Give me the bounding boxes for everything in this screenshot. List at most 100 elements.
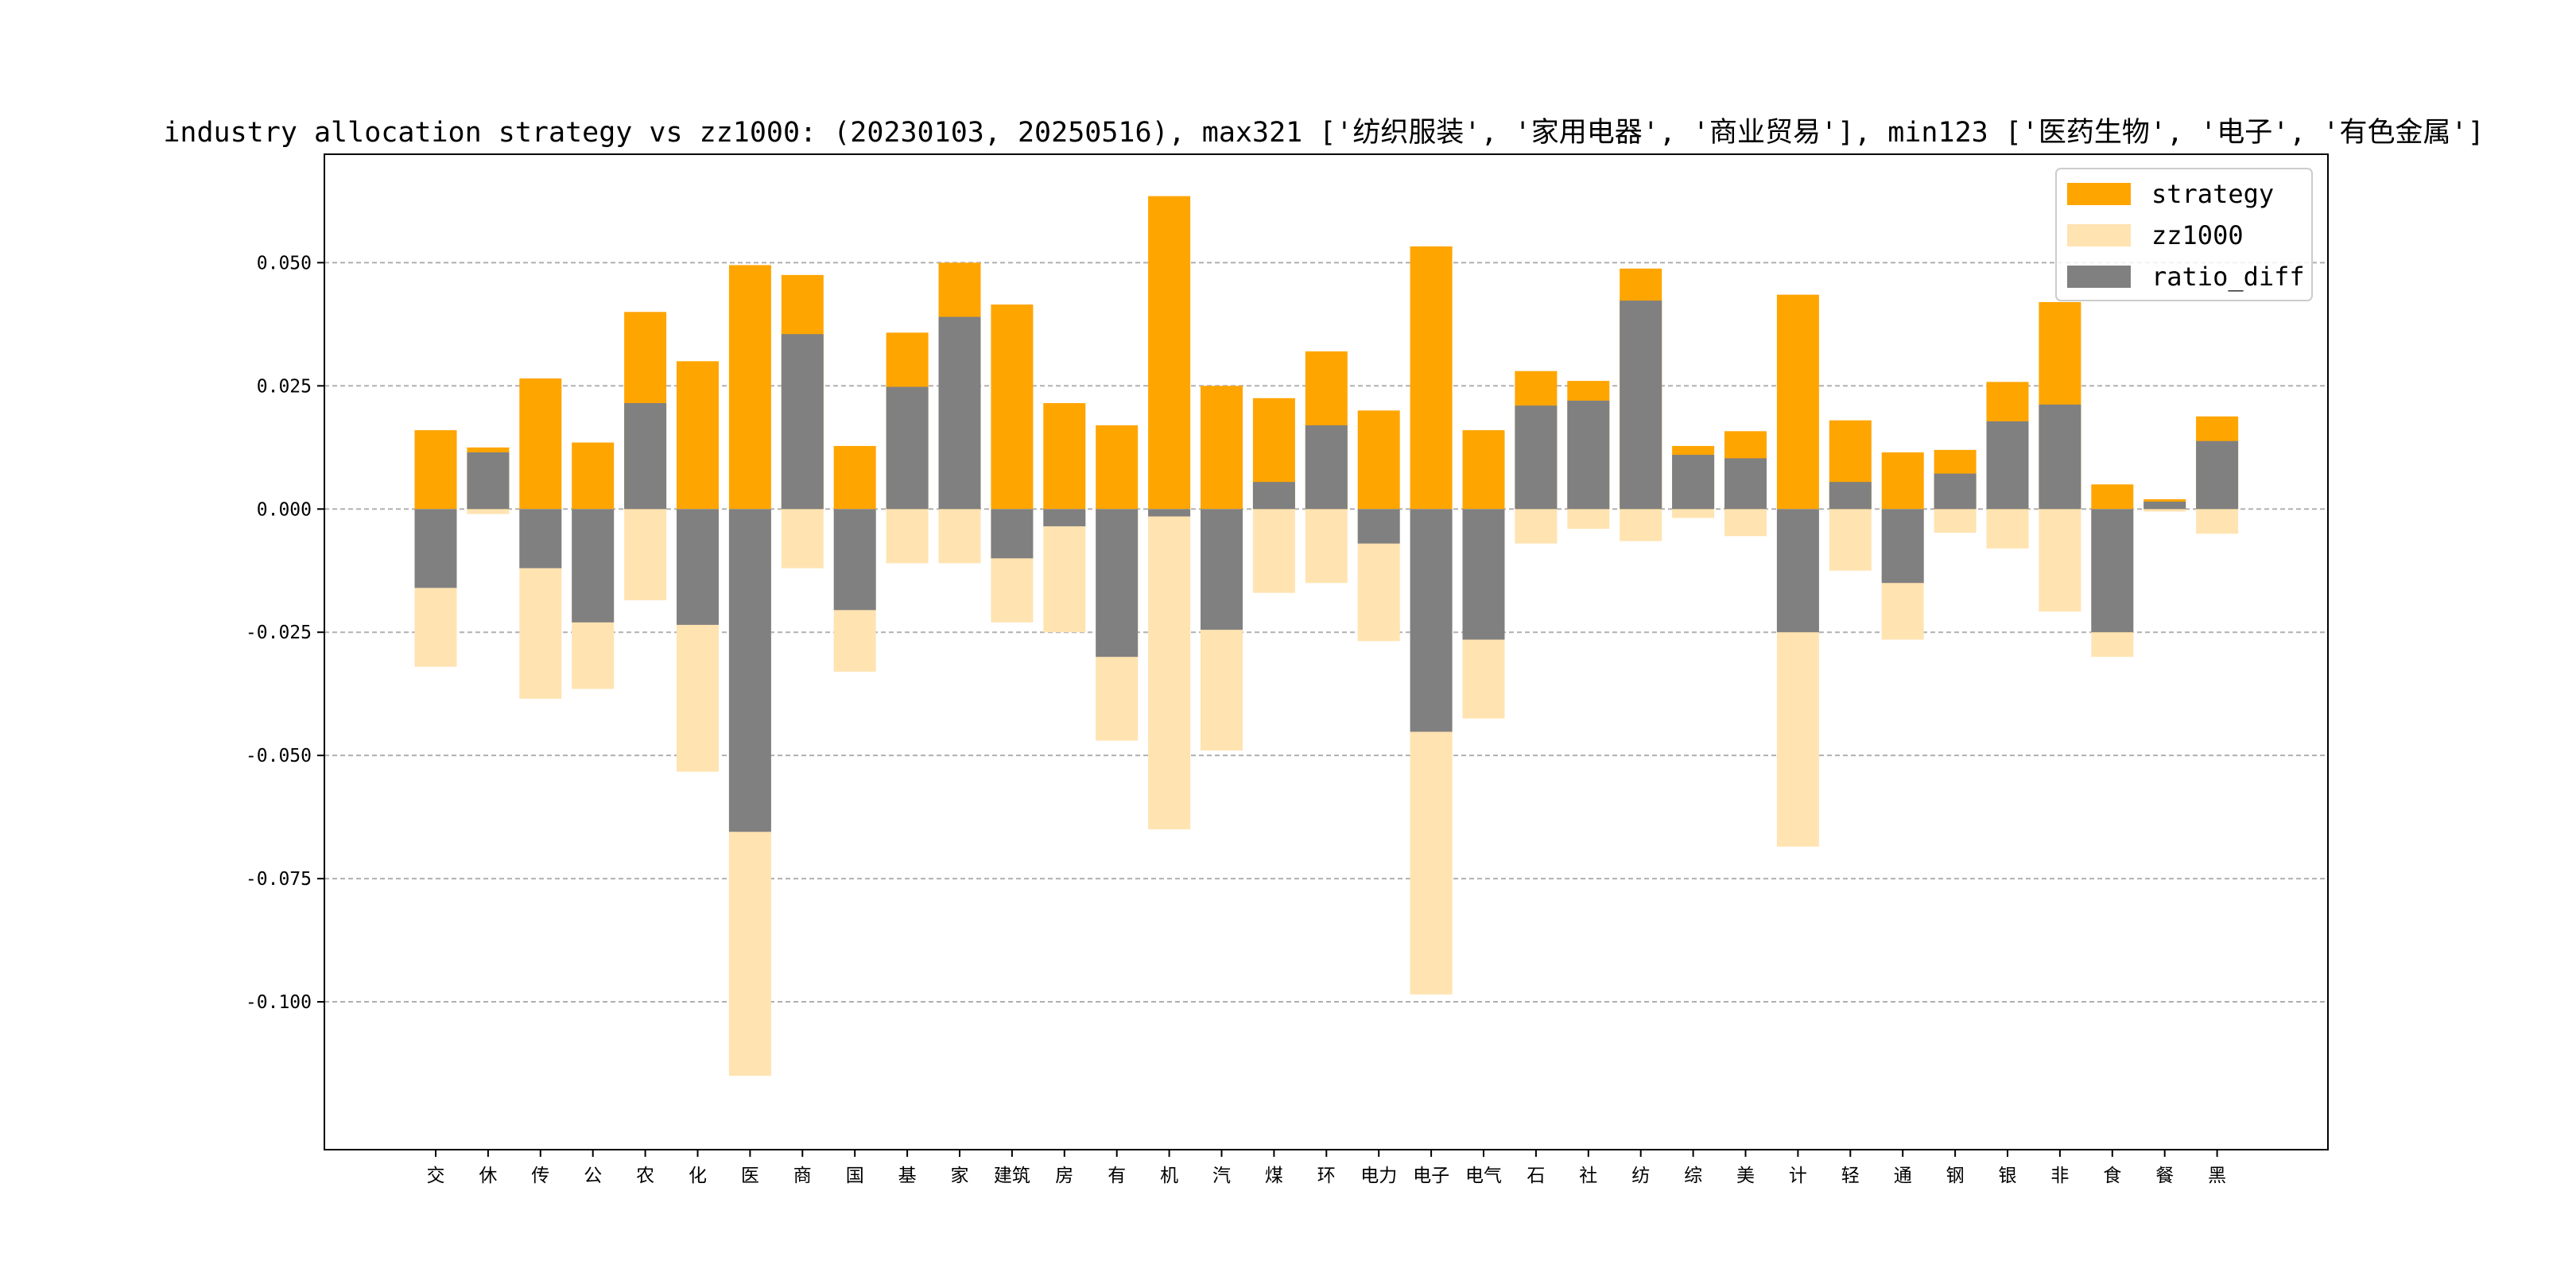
bar-strategy [833,445,876,510]
x-tick-label: 医 [741,1166,759,1186]
y-tick-label: -0.050 [246,746,312,766]
bar-zz1000 [1252,509,1295,593]
bar-zz1000 [2143,509,2186,512]
bar-ratio_diff [833,509,876,611]
x-tick-label: 计 [1789,1166,1807,1186]
x-tick-label: 休 [479,1166,497,1186]
x-tick-label: 综 [1684,1166,1702,1186]
x-tick-label: 商 [793,1166,812,1186]
x-tick-label: 通 [1894,1166,1912,1186]
bar-ratio_diff [1201,509,1243,630]
bar-ratio_diff [1881,509,1924,584]
x-tick-label: 基 [898,1166,917,1186]
bar-ratio_diff [1567,400,1610,510]
x-tick-label: 汽 [1212,1166,1231,1186]
x-tick-label: 非 [2050,1166,2069,1186]
x-tick-label: 电力 [1360,1166,1397,1186]
bar-zz1000 [1620,509,1662,541]
x-tick-label: 钢 [1946,1166,1965,1186]
bar-zz1000 [1672,509,1715,518]
y-tick-label: 0.050 [257,253,312,274]
x-tick-label: 社 [1579,1166,1597,1186]
bar-ratio_diff [1986,421,2029,510]
x-tick-label: 农 [636,1166,654,1186]
bar-ratio_diff [2091,509,2134,633]
bar-ratio_diff [1043,509,1086,526]
bar-ratio_diff [991,509,1034,559]
bar-ratio_diff [1357,509,1400,544]
bar-ratio_diff [1776,509,1819,633]
bar-zz1000 [781,509,824,568]
bar-ratio_diff [677,509,719,625]
x-tick-label: 电气 [1465,1166,1502,1186]
bar-strategy [1096,425,1139,510]
bar-ratio_diff [1829,482,1872,510]
bar-ratio_diff [572,509,615,623]
bar-ratio_diff [1934,473,1977,510]
bar-ratio_diff [1620,301,1662,510]
bar-zz1000 [1043,509,1086,633]
x-tick-label: 有 [1108,1166,1126,1186]
x-axis: 交 休 传 公 农 化 医 商 国 基 家 建筑 房 有 机 汽 煤 环 电力 电子 电气 石 社 纺 综 美 计 轻 通 钢 银 非 食 餐 黑 [427,1150,2226,1186]
x-tick-label: 化 [689,1166,707,1186]
bar-strategy [1881,452,1924,510]
bar-ratio_diff [1148,509,1191,517]
x-tick-label: 轻 [1841,1166,1860,1186]
legend-swatch-zz1000 [2067,224,2131,246]
x-tick-label: 黑 [2208,1166,2226,1186]
y-axis: 0.050 0.025 0.000 -0.025 -0.050 -0.075 -0.100 [246,253,324,1013]
bar-zz1000 [2039,509,2081,612]
x-tick-label: 石 [1527,1166,1545,1186]
y-tick-label: -0.100 [246,992,312,1013]
bar-strategy [572,442,615,510]
bar-strategy [1357,410,1400,510]
y-tick-label: 0.000 [257,499,312,520]
bar-strategy [677,361,719,510]
legend-label-strategy: strategy [2151,179,2274,209]
bar-zz1000 [938,509,981,564]
bar-strategy [1148,196,1191,510]
x-tick-label: 国 [846,1166,864,1186]
bar-strategy [1776,294,1819,510]
bar-zz1000 [1148,509,1191,830]
bar-strategy [1043,403,1086,510]
x-tick-label: 家 [951,1166,969,1186]
x-tick-label: 餐 [2155,1166,2174,1186]
x-tick-label: 建筑 [994,1166,1030,1186]
x-tick-label: 煤 [1265,1166,1283,1186]
bar-ratio_diff [1672,455,1715,510]
bar-ratio_diff [467,452,510,510]
x-tick-label: 机 [1160,1166,1178,1186]
y-tick-label: -0.025 [246,623,312,643]
bar-ratio_diff [1096,509,1139,658]
bar-strategy [1201,386,1243,510]
bar-ratio_diff [414,509,457,588]
bar-ratio_diff [781,334,824,510]
bar-ratio_diff [938,316,981,510]
bar-zz1000 [886,509,929,564]
bar-ratio_diff [2196,440,2239,510]
x-tick-label: 环 [1317,1166,1336,1186]
bar-ratio_diff [728,509,771,832]
x-tick-label: 电子 [1413,1166,1449,1186]
bar-zz1000 [1515,509,1558,544]
bar-ratio_diff [1724,458,1767,510]
bar-zz1000 [1934,509,1977,533]
legend-swatch-ratio_diff [2067,266,2131,288]
bar-ratio_diff [1462,509,1505,640]
x-tick-label: 传 [531,1166,549,1186]
bar-ratio_diff [2039,404,2081,510]
y-tick-label: -0.075 [246,869,312,890]
x-tick-label: 食 [2103,1166,2121,1186]
bar-zz1000 [467,509,510,514]
bar-strategy [1410,246,1453,510]
bar-zz1000 [624,509,667,600]
bar-strategy [1462,430,1505,510]
bar-ratio_diff [886,386,929,510]
x-tick-label: 纺 [1631,1166,1650,1186]
bar-zz1000 [1305,509,1348,584]
bar-ratio_diff [519,509,562,568]
x-tick-label: 美 [1736,1166,1755,1186]
bar-ratio_diff [1252,482,1295,510]
